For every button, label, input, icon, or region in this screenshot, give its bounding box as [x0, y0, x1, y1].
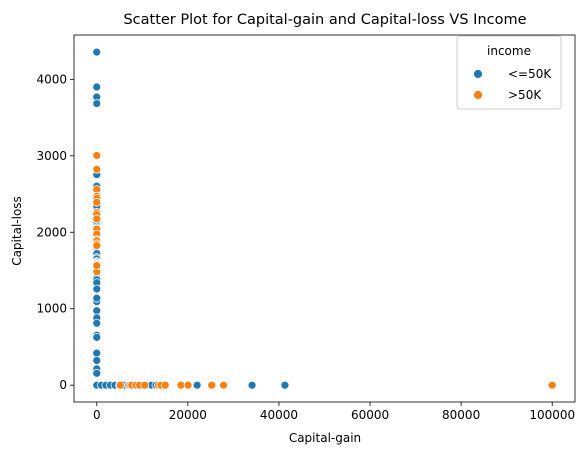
data-point [92, 164, 102, 174]
data-point [92, 214, 102, 224]
x-tick-label: 100000 [529, 408, 575, 422]
plot-frame [73, 34, 576, 403]
data-point [92, 197, 102, 207]
legend-label-le50k: <=50K [508, 67, 552, 81]
data-point [280, 380, 290, 390]
legend: income <=50K >50K [456, 35, 562, 110]
data-point [92, 368, 102, 378]
legend-marker-le50k [473, 69, 483, 79]
x-tick-label: 80000 [442, 408, 480, 422]
data-point [192, 380, 202, 390]
y-tick-label: 2000 [36, 225, 67, 239]
plot-area: 0 20000 40000 60000 80000 100000 0 1000 2000 3000… [36, 34, 576, 422]
data-point [160, 380, 170, 390]
data-point [140, 380, 150, 390]
data-point [92, 332, 102, 342]
data-point [247, 380, 257, 390]
data-point [92, 99, 102, 108]
legend-frame [456, 35, 562, 110]
data-point [92, 293, 102, 303]
data-point [92, 284, 102, 294]
data-point [547, 380, 557, 390]
data-point [92, 356, 102, 365]
data-point [183, 380, 193, 390]
data-point [92, 318, 102, 328]
y-tick-label: 0 [59, 378, 67, 392]
x-tick-label: 20000 [169, 408, 207, 422]
x-tick-label: 40000 [260, 408, 298, 422]
y-tick-label: 4000 [36, 72, 67, 86]
data-point [92, 241, 102, 251]
legend-label-gt50k: >50K [508, 88, 542, 102]
y-axis-label: Capital-loss [10, 196, 24, 266]
data-point [115, 380, 125, 390]
legend-marker-gt50k [473, 90, 483, 100]
x-axis-label: Capital-gain [289, 431, 361, 445]
data-point [92, 261, 102, 271]
data-point [92, 47, 102, 57]
data-point [92, 348, 102, 358]
x-tick-label: 60000 [351, 408, 389, 422]
legend-title: income [487, 44, 531, 58]
data-point [207, 380, 217, 390]
data-point [219, 380, 228, 390]
x-tick-label: 0 [93, 408, 101, 422]
y-tick-label: 1000 [36, 302, 67, 316]
data-point [92, 151, 102, 160]
chart-title: Scatter Plot for Capital-gain and Capita… [123, 12, 526, 28]
y-tick-label: 3000 [36, 149, 67, 163]
data-point [92, 82, 102, 92]
